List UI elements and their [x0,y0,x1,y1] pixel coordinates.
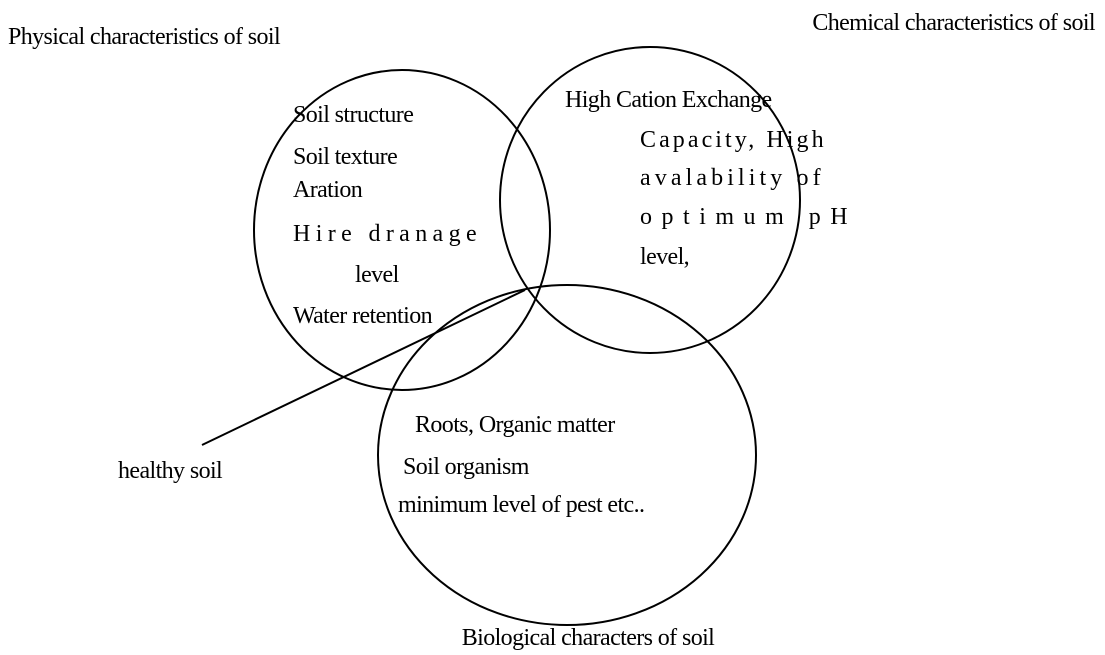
item: level [355,262,400,288]
item: level, [640,244,689,270]
item: Soil texture [293,144,397,170]
circle-label: Physical characteristics of soil [8,24,281,50]
item: High Cation Exchange [565,87,772,113]
pointer-line [201,289,526,446]
item: Hire dranage [293,221,476,247]
chemical-circle [499,46,801,354]
item: Roots, Organic matter [415,412,615,438]
circle-label: Chemical characteristics of soil [812,10,1096,36]
item: minimum level of pest etc.. [398,492,644,518]
circle-label: Biological characters of soil [462,625,715,651]
item: optimum pH [640,204,847,230]
pointer-label: healthy soil [118,458,223,484]
item: avalability of [640,165,821,191]
biological-circle [377,284,757,626]
item: Soil organism [403,454,530,480]
item: Water retention [293,303,433,329]
item: Aration [293,177,363,203]
item: Capacity, High [640,127,824,153]
physical-circle [253,69,551,391]
item: Soil structure [293,102,413,128]
